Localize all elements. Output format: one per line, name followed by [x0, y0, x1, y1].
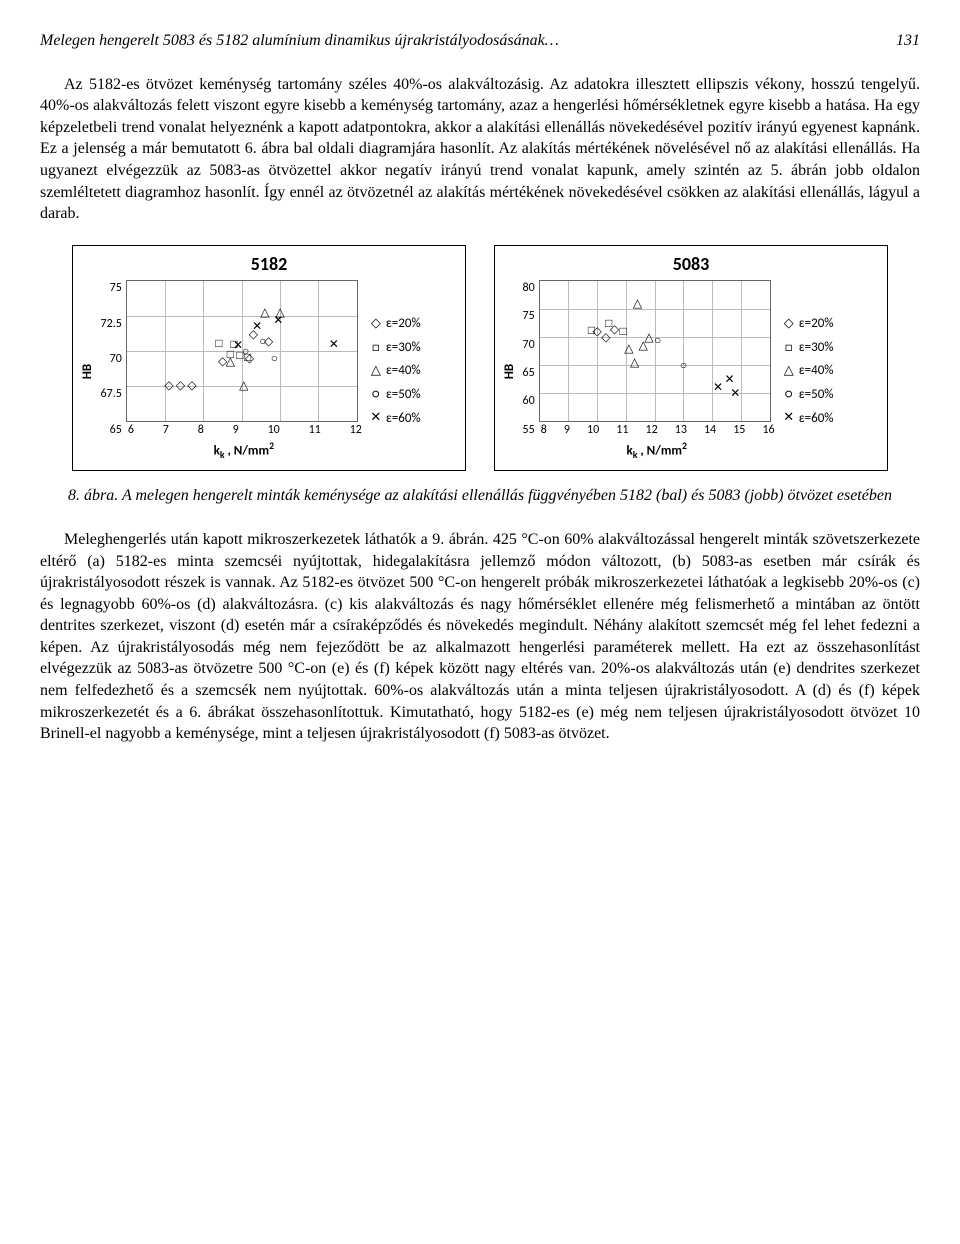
data-point: ✕ — [712, 381, 724, 393]
chart-5182: 5182HB7572.57067.565◇◇◇◇◇◇◇□□□□□△△△△○○○✕… — [72, 245, 466, 472]
legend-marker: □ — [370, 342, 382, 354]
page: Melegen hengerelt 5083 és 5182 alumínium… — [0, 0, 960, 803]
data-point: ○ — [268, 352, 280, 364]
data-point: ◇ — [186, 379, 198, 391]
chart-title: 5083 — [501, 252, 881, 276]
legend-marker: ○ — [783, 389, 795, 401]
legend-item: ✕ ε=60% — [370, 410, 421, 428]
legend-label: ε=20% — [386, 315, 421, 333]
x-axis-label: kk , N/mm2 — [539, 440, 775, 462]
data-point: ○ — [677, 359, 689, 371]
data-point: ✕ — [232, 339, 244, 351]
legend-item: △ ε=40% — [370, 362, 421, 380]
legend-item: □ ε=30% — [370, 339, 421, 357]
data-point: ◇ — [163, 379, 175, 391]
legend-label: ε=40% — [386, 362, 421, 380]
y-ticks: 7572.57067.565 — [101, 280, 126, 454]
chart-title: 5182 — [79, 252, 459, 276]
y-ticks: 807570656055 — [523, 280, 539, 454]
body-paragraph-1: Az 5182-es ötvözet keménység tartomány s… — [40, 74, 920, 225]
data-point: ○ — [652, 334, 664, 346]
data-point: □ — [213, 337, 225, 349]
data-point: △ — [259, 306, 271, 318]
legend-label: ε=50% — [799, 386, 834, 404]
data-point: ✕ — [328, 338, 340, 350]
legend-item: ○ ε=50% — [783, 386, 834, 404]
data-point: ◇ — [174, 379, 186, 391]
legend-marker: ◇ — [370, 318, 382, 330]
data-point: ○ — [257, 335, 269, 347]
plot-area: ◇◇◇□□□△△△△△○○✕✕✕ — [539, 280, 771, 422]
figure-row: 5182HB7572.57067.565◇◇◇◇◇◇◇□□□□□△△△△○○○✕… — [40, 245, 920, 472]
legend-item: ○ ε=50% — [370, 386, 421, 404]
legend-label: ε=20% — [799, 315, 834, 333]
legend: ◇ ε=20% □ ε=30% △ ε=40% ○ ε=50% ✕ ε=60% — [362, 280, 421, 462]
chart-5083: 5083HB807570656055◇◇◇□□□△△△△△○○✕✕✕891011… — [494, 245, 888, 472]
data-point: □ — [617, 325, 629, 337]
legend-item: ◇ ε=20% — [370, 315, 421, 333]
y-axis-label: HB — [501, 280, 519, 462]
legend-label: ε=40% — [799, 362, 834, 380]
legend-label: ε=30% — [799, 339, 834, 357]
legend-item: △ ε=40% — [783, 362, 834, 380]
data-point: △ — [623, 342, 635, 354]
data-point: □ — [585, 324, 597, 336]
legend-marker: △ — [783, 365, 795, 377]
data-point: △ — [631, 297, 643, 309]
plot-area: ◇◇◇◇◇◇◇□□□□□△△△△○○○✕✕✕✕ — [126, 280, 358, 422]
legend-marker: ◇ — [783, 318, 795, 330]
figure-caption: 8. ábra. A melegen hengerelt minták kemé… — [40, 485, 920, 507]
data-point: □ — [603, 317, 615, 329]
running-head: Melegen hengerelt 5083 és 5182 alumínium… — [40, 30, 920, 52]
data-point: △ — [224, 355, 236, 367]
x-axis-label: kk , N/mm2 — [126, 440, 362, 462]
legend-item: □ ε=30% — [783, 339, 834, 357]
legend-item: ✕ ε=60% — [783, 410, 834, 428]
page-number: 131 — [896, 30, 920, 52]
legend-item: ◇ ε=20% — [783, 315, 834, 333]
legend-marker: ○ — [370, 389, 382, 401]
data-point: ✕ — [272, 314, 284, 326]
legend-marker: ✕ — [783, 412, 795, 424]
data-point: △ — [629, 356, 641, 368]
data-point: ✕ — [251, 320, 263, 332]
legend-marker: ✕ — [370, 412, 382, 424]
running-title: Melegen hengerelt 5083 és 5182 alumínium… — [40, 30, 559, 52]
data-point: ✕ — [729, 387, 741, 399]
legend-marker: □ — [783, 342, 795, 354]
x-ticks: 6789101112 — [128, 422, 362, 438]
body-paragraph-2: Meleghengerlés után kapott mikroszerkeze… — [40, 529, 920, 745]
legend: ◇ ε=20% □ ε=30% △ ε=40% ○ ε=50% ✕ ε=60% — [775, 280, 834, 462]
y-axis-label: HB — [79, 280, 97, 462]
data-point: ✕ — [723, 373, 735, 385]
legend-label: ε=60% — [386, 410, 421, 428]
legend-marker: △ — [370, 365, 382, 377]
legend-label: ε=50% — [386, 386, 421, 404]
data-point: △ — [238, 379, 250, 391]
legend-label: ε=60% — [799, 410, 834, 428]
legend-label: ε=30% — [386, 339, 421, 357]
x-ticks: 8910111213141516 — [541, 422, 775, 438]
